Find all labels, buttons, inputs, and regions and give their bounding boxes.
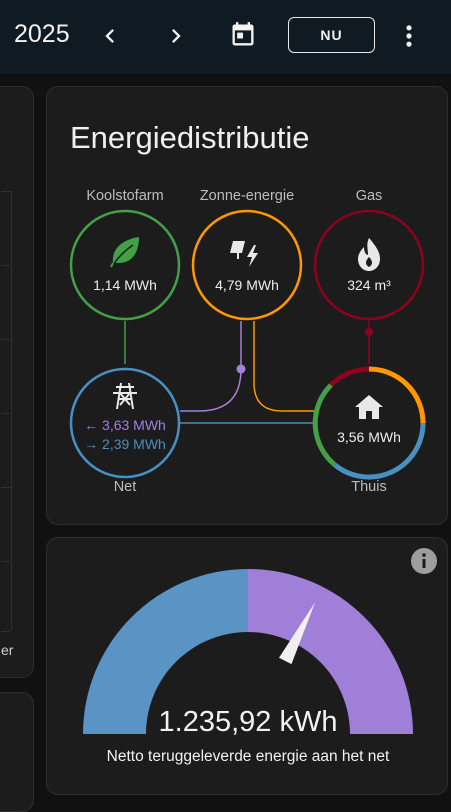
home-node-ring[interactable] [312, 366, 426, 480]
calendar-icon[interactable] [229, 21, 257, 49]
solar-power-icon [230, 241, 258, 267]
table-divider [1, 413, 11, 414]
solar-node[interactable] [191, 209, 303, 321]
chevron-left-icon[interactable] [96, 22, 124, 50]
grid-consumption-value: → 2,39 MWh [84, 436, 166, 452]
more-vertical-icon[interactable] [395, 22, 423, 50]
table-divider [1, 265, 11, 266]
period-label: 2025 [14, 20, 70, 48]
table-divider [1, 339, 11, 340]
home-label: Thuis [351, 479, 387, 495]
card-title: Energiedistributie [70, 120, 310, 155]
gauge-consumption-segment [83, 569, 248, 734]
flow-dot [365, 328, 373, 336]
table-divider [1, 191, 11, 192]
partial-text: er [1, 642, 14, 658]
solar-label: Zonne-energie [199, 188, 295, 204]
flow-dot [236, 364, 246, 374]
energy-flow-diagram [69, 209, 426, 480]
low-carbon-node[interactable] [69, 209, 181, 321]
solar-to-grid-line [180, 321, 242, 412]
home-icon [355, 395, 383, 419]
gauge-needle [278, 602, 316, 665]
today-button[interactable]: NU [288, 17, 375, 53]
table-divider [11, 191, 12, 631]
gauge-caption: Netto teruggeleverde energie aan het net [106, 748, 390, 765]
gauge-chart [83, 548, 437, 734]
grid-node[interactable] [69, 367, 181, 479]
leaf-icon [110, 237, 139, 268]
home-value: 3,56 MWh [337, 429, 401, 445]
table-divider [1, 487, 11, 488]
grid-return-value: ← 3,63 MWh [84, 417, 166, 433]
left-partial-card-bottom [0, 692, 34, 812]
gas-value: 324 m³ [347, 277, 391, 293]
solar-to-home-line [253, 321, 317, 412]
table-divider [1, 631, 11, 632]
energy-distribution-card: Energiedistributie [46, 86, 448, 525]
gas-node[interactable] [313, 209, 425, 321]
low-carbon-label: Koolstofarm [86, 188, 164, 204]
transmission-tower-icon [113, 382, 137, 410]
chevron-right-icon[interactable] [162, 22, 190, 50]
grid-label: Net [113, 479, 137, 495]
gas-label: Gas [355, 188, 383, 204]
table-divider [1, 561, 11, 562]
net-energy-gauge-card: 1.235,92 kWh Netto teruggeleverde energi… [46, 537, 448, 795]
fire-icon [358, 238, 380, 271]
low-carbon-value: 1,14 MWh [93, 277, 157, 293]
solar-value: 4,79 MWh [215, 277, 279, 293]
gauge-value: 1.235,92 kWh [158, 706, 338, 738]
info-icon[interactable] [411, 548, 437, 574]
left-partial-card: er [0, 86, 34, 678]
top-app-bar: 2025 NU [0, 0, 451, 74]
gauge-return-segment [248, 569, 413, 734]
